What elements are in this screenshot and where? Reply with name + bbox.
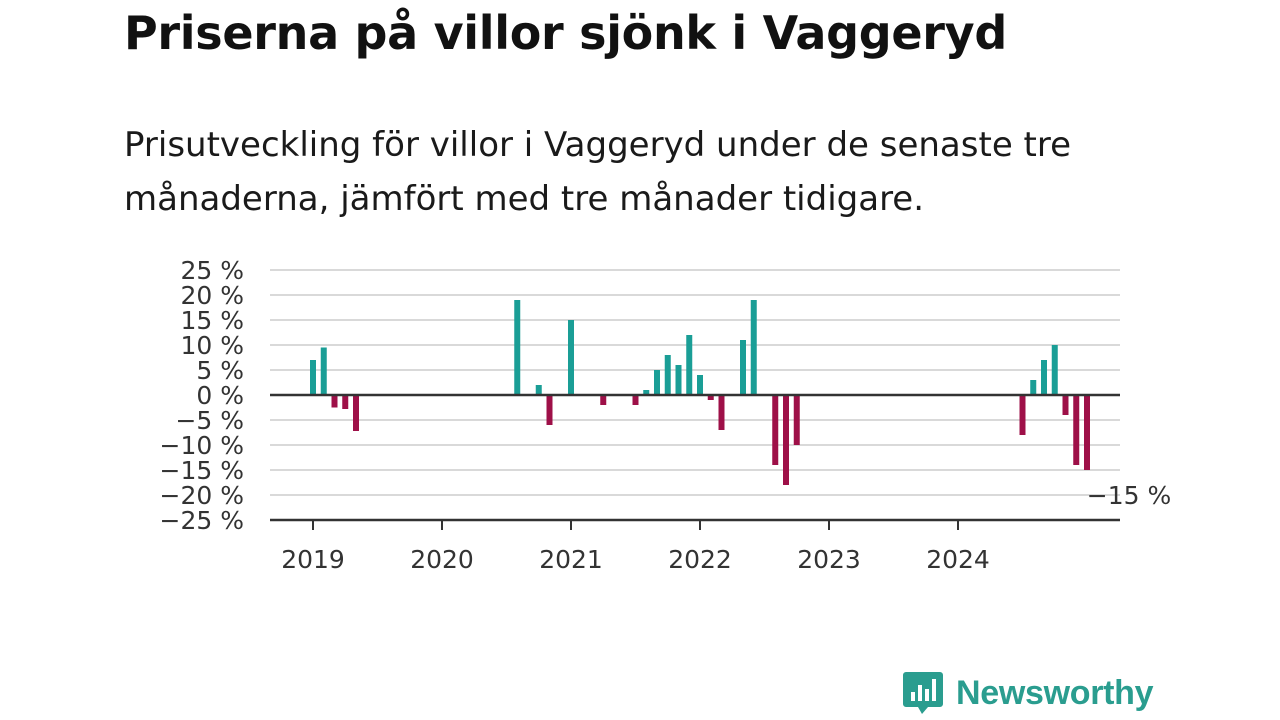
bar-2022-10 — [793, 395, 800, 445]
bar-2019-01 — [310, 360, 316, 395]
bar-2022-06 — [750, 300, 757, 395]
y-axis-labels: 25 %20 %15 %10 %5 %0 %−5 %−10 %−15 %−20 … — [160, 256, 244, 535]
bar-2021-10 — [664, 355, 671, 395]
chart-title: Priserna på villor sjönk i Vaggeryd — [124, 6, 1007, 60]
x-tick-label: 2022 — [668, 545, 732, 574]
bar-2024-09 — [1041, 360, 1047, 395]
bar-2021-07 — [632, 395, 639, 405]
bar-2019-04 — [342, 395, 349, 409]
bar-2021-12 — [686, 335, 693, 395]
bar-2024-11 — [1062, 395, 1069, 415]
bar-2022-03 — [718, 395, 725, 430]
bar-2022-09 — [783, 395, 789, 485]
y-tick-label: 25 % — [180, 256, 244, 285]
bar-2021-09 — [654, 370, 660, 395]
chart-subtitle: Prisutveckling för villor i Vaggeryd und… — [124, 125, 1072, 219]
y-tick-label: 5 % — [196, 356, 244, 385]
annotations: −15 % — [1087, 481, 1171, 510]
bars — [310, 300, 1090, 485]
bar-2024-10 — [1051, 345, 1058, 395]
bar-2022-01 — [697, 375, 703, 395]
bar-2021-04 — [600, 395, 607, 405]
bar-2021-08 — [643, 390, 650, 395]
bar-2025-01 — [1084, 395, 1090, 470]
x-tick-label: 2021 — [539, 545, 603, 574]
bar-2020-08 — [514, 300, 521, 395]
bar-2020-11 — [546, 395, 553, 425]
bar-2022-02 — [707, 395, 714, 400]
grid-lines — [270, 269, 1120, 496]
y-tick-label: 20 % — [180, 281, 244, 310]
bar-2024-12 — [1073, 395, 1080, 465]
y-tick-label: 0 % — [196, 381, 244, 410]
y-tick-label: 15 % — [180, 306, 244, 335]
x-tick-label: 2024 — [926, 545, 990, 574]
brand[interactable]: Newsworthy — [902, 670, 1154, 716]
bar-2020-10 — [535, 385, 542, 395]
x-tick-label: 2020 — [410, 545, 474, 574]
newsworthy-logo-icon — [903, 672, 943, 714]
x-axis-labels: 2019 2020 2021 2022 2023 2024 — [281, 545, 990, 574]
y-tick-label: −25 % — [160, 506, 244, 535]
x-tick-label: 2019 — [281, 545, 345, 574]
brand-name: Newsworthy — [956, 673, 1154, 712]
y-tick-label: 10 % — [180, 331, 244, 360]
x-tick-label: 2023 — [797, 545, 861, 574]
value-annotation: −15 % — [1087, 481, 1171, 510]
y-tick-label: −5 % — [175, 406, 244, 435]
bar-2024-08 — [1030, 380, 1037, 395]
bar-2022-08 — [772, 395, 779, 465]
axes — [270, 393, 1120, 530]
bar-2019-03 — [331, 395, 338, 408]
y-tick-label: −15 % — [160, 456, 244, 485]
bar-2019-02 — [320, 347, 327, 395]
bar-2021-11 — [675, 365, 682, 395]
bar-2024-07 — [1019, 395, 1026, 435]
y-tick-label: −10 % — [160, 431, 244, 460]
bar-2019-05 — [353, 395, 359, 431]
y-tick-label: −20 % — [160, 481, 244, 510]
bar-2021-01 — [568, 320, 574, 395]
bar-2022-05 — [740, 340, 746, 395]
